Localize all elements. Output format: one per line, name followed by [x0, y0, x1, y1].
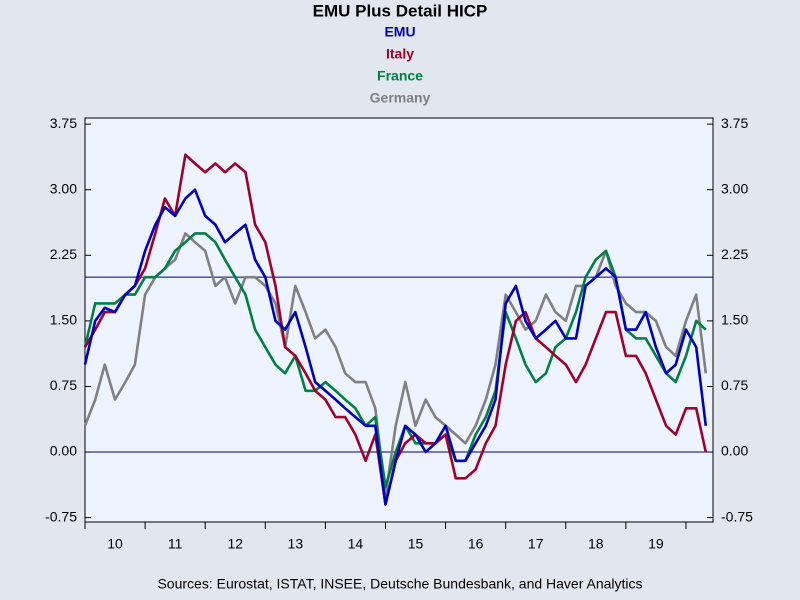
x-tick-label: 15: [408, 536, 424, 552]
series-line: [83, 232, 707, 489]
legend-label: Germany: [370, 90, 431, 106]
x-tick-label: 10: [107, 536, 123, 552]
y2-tick-label: 0.00: [721, 443, 748, 459]
series-line: [83, 232, 708, 498]
y2-tick-label: 2.25: [721, 246, 748, 262]
y-tick-label: 3.75: [50, 115, 77, 131]
legend-label: Italy: [386, 46, 414, 62]
y-tick-label: 1.50: [50, 312, 77, 328]
x-tick-label: 16: [468, 536, 484, 552]
y-tick-label: -0.75: [45, 508, 77, 524]
chart-title: EMU Plus Detail HICP: [313, 1, 488, 20]
y-tick-label: 2.25: [50, 246, 77, 262]
y2-tick-label: 3.75: [721, 115, 748, 131]
legend-label: France: [377, 68, 423, 84]
series-line: [83, 188, 708, 506]
y-tick-label: 0.00: [50, 443, 77, 459]
x-tick-label: 13: [288, 536, 304, 552]
x-tick-label: 17: [528, 536, 544, 552]
y2-tick-label: 3.00: [721, 180, 748, 196]
plot-area: [84, 117, 714, 523]
y2-tick-label: -0.75: [721, 508, 753, 524]
x-tick-label: 12: [227, 536, 243, 552]
legend-label: EMU: [384, 24, 415, 40]
source: Sources: Eurostat, ISTAT, INSEE, Deutsch…: [157, 576, 642, 592]
x-tick-label: 18: [588, 536, 604, 552]
y-tick-label: 0.75: [50, 377, 77, 393]
y2-tick-label: 1.50: [721, 312, 748, 328]
y-tick-label: 3.00: [50, 180, 77, 196]
x-tick-label: 11: [168, 536, 183, 552]
y2-tick-label: 0.75: [721, 377, 748, 393]
x-tick-label: 19: [648, 536, 664, 552]
x-tick-label: 14: [348, 536, 364, 552]
